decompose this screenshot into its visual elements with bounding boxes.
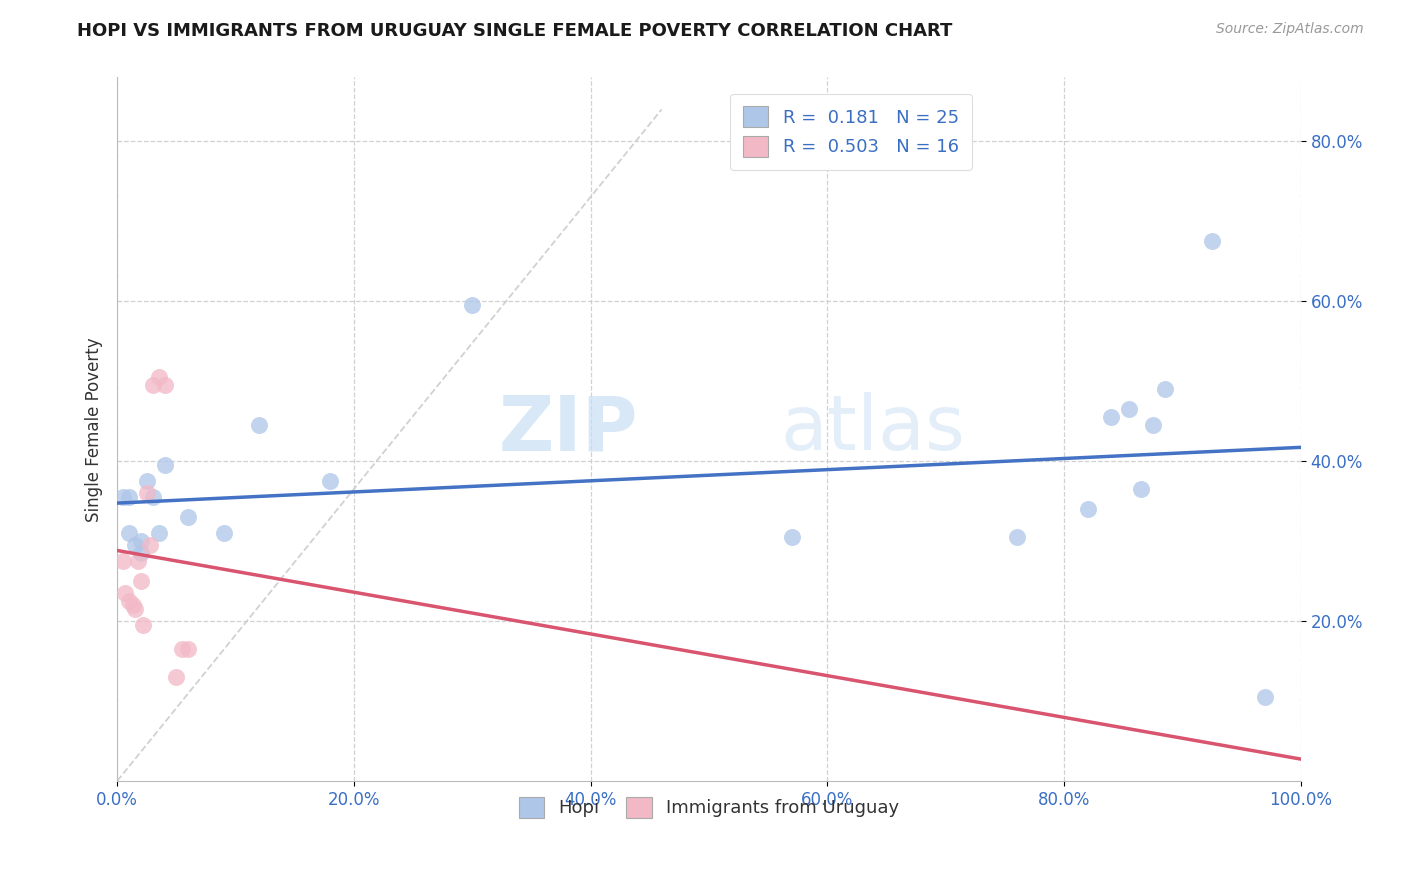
Point [165, 670, 187, 684]
Point [177, 642, 200, 657]
Point [177, 510, 200, 524]
Point [212, 526, 235, 541]
Point [139, 538, 162, 552]
Point [112, 554, 135, 568]
Point [247, 418, 270, 433]
Point [118, 594, 141, 608]
Point [1077, 502, 1099, 516]
Point [112, 490, 135, 504]
Point [135, 486, 157, 500]
Point [128, 554, 150, 568]
Point [142, 378, 165, 392]
Text: Source: ZipAtlas.com: Source: ZipAtlas.com [1216, 22, 1364, 37]
Point [780, 530, 803, 544]
Point [132, 618, 155, 632]
Point [124, 538, 146, 552]
Point [114, 586, 136, 600]
Point [461, 298, 484, 312]
Point [142, 490, 165, 504]
Point [118, 526, 141, 541]
Point [153, 458, 176, 473]
Point [153, 378, 176, 392]
Point [118, 490, 141, 504]
Point [135, 474, 157, 488]
Point [1099, 410, 1122, 425]
Point [124, 602, 146, 616]
Text: ZIP: ZIP [498, 392, 638, 467]
Point [1005, 530, 1028, 544]
Point [129, 534, 152, 549]
Point [1153, 382, 1175, 396]
Point [1142, 418, 1164, 433]
Point [1118, 402, 1140, 417]
Point [148, 526, 170, 541]
Point [1129, 482, 1152, 496]
Point [129, 574, 152, 588]
Point [148, 370, 170, 384]
Y-axis label: Single Female Poverty: Single Female Poverty [86, 337, 103, 522]
Point [1254, 690, 1277, 704]
Point [121, 598, 143, 612]
Point [1201, 235, 1223, 249]
Point [172, 642, 194, 657]
Point [319, 474, 342, 488]
Text: HOPI VS IMMIGRANTS FROM URUGUAY SINGLE FEMALE POVERTY CORRELATION CHART: HOPI VS IMMIGRANTS FROM URUGUAY SINGLE F… [77, 22, 953, 40]
Legend: Hopi, Immigrants from Uruguay: Hopi, Immigrants from Uruguay [512, 789, 907, 825]
Text: atlas: atlas [780, 392, 965, 467]
Point [129, 546, 152, 560]
